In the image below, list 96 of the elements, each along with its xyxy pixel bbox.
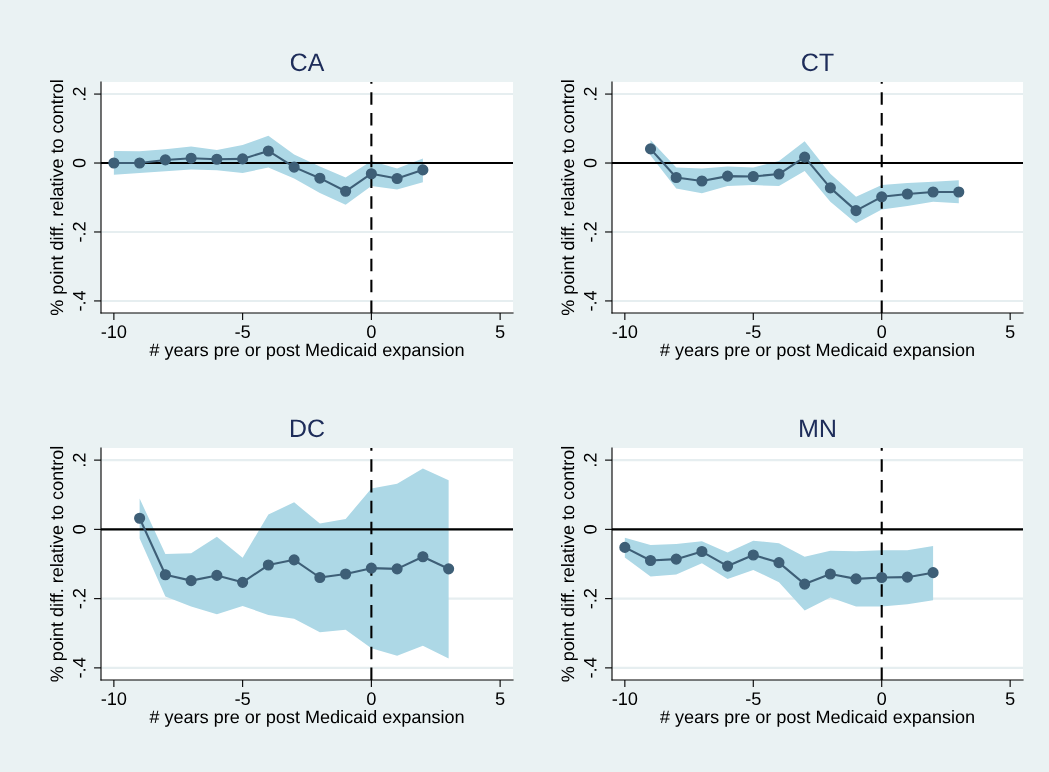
x-tick-label: -10 — [612, 325, 638, 339]
chart-title: CT — [802, 53, 834, 72]
point — [365, 168, 377, 180]
x-tick-label: 5 — [495, 325, 505, 339]
y-tick-label: -.2 — [583, 222, 597, 242]
point — [799, 578, 811, 590]
y-tick-label: -.2 — [72, 222, 86, 242]
x-tick-label: -10 — [101, 692, 127, 706]
y-tick-label: .2 — [583, 453, 597, 466]
y-axis-title: % point diff. relative to control — [49, 80, 67, 316]
x-tick-label: 0 — [367, 325, 376, 339]
point — [670, 171, 682, 184]
x-tick-label: -5 — [746, 692, 761, 706]
point — [824, 182, 836, 194]
y-tick-label: -.4 — [73, 290, 86, 311]
x-tick-label: 0 — [367, 692, 376, 706]
point — [696, 175, 708, 187]
point — [696, 545, 708, 558]
point — [365, 562, 377, 574]
y-tick-label: 0 — [583, 525, 597, 534]
x-tick-label: 5 — [495, 692, 505, 706]
point — [262, 559, 274, 571]
point — [722, 170, 734, 182]
point — [185, 575, 197, 587]
x-tick-label: 0 — [877, 692, 887, 706]
y-tick-label: -.4 — [73, 657, 86, 678]
y-tick-label: -.2 — [72, 589, 86, 609]
point — [901, 571, 913, 583]
point — [927, 567, 939, 579]
point — [644, 143, 657, 155]
point — [876, 191, 888, 203]
x-axis-title: # years pre or post Medicaid expansion — [660, 710, 974, 727]
x-tick-label: 5 — [1005, 325, 1015, 339]
y-axis-title: % point diff. relative to control — [49, 446, 67, 682]
x-tick-label: -5 — [235, 692, 250, 706]
point — [722, 560, 734, 572]
point — [850, 573, 862, 585]
point — [159, 569, 171, 581]
x-tick-label: -5 — [235, 325, 250, 339]
point — [901, 188, 913, 200]
point — [185, 152, 197, 164]
point — [340, 185, 352, 197]
x-tick-label: -10 — [101, 325, 127, 339]
point — [262, 145, 274, 157]
x-tick-label: 5 — [1005, 692, 1015, 706]
point — [159, 154, 171, 166]
point — [134, 157, 146, 169]
x-tick-label: -10 — [612, 692, 638, 706]
y-tick-label: -.2 — [583, 589, 597, 609]
point — [211, 569, 223, 581]
y-tick-label: .2 — [583, 87, 597, 100]
chart-title: DC — [291, 419, 325, 438]
y-tick-label: -.4 — [584, 290, 597, 311]
chart-title: MN — [800, 419, 835, 437]
point — [953, 186, 965, 198]
point — [108, 157, 120, 169]
y-tick-label: 0 — [583, 158, 597, 168]
point — [237, 576, 249, 588]
y-tick-label: .2 — [72, 453, 86, 466]
point — [644, 554, 657, 567]
point — [314, 172, 326, 184]
point — [211, 153, 223, 165]
point — [391, 172, 403, 185]
y-tick-label: 0 — [72, 525, 86, 534]
y-tick-label: 0 — [72, 158, 86, 168]
point — [417, 164, 429, 176]
point — [747, 170, 759, 183]
point — [391, 563, 403, 575]
x-tick-label: -5 — [746, 325, 761, 339]
point — [237, 153, 249, 165]
x-axis-title: # years pre or post Medicaid expansion — [149, 710, 464, 727]
point — [619, 541, 631, 553]
x-tick-label: 0 — [877, 325, 887, 339]
point — [876, 571, 888, 584]
x-axis-title: # years pre or post Medicaid expansion — [660, 343, 974, 360]
chart-title: CA — [290, 53, 325, 72]
point — [670, 553, 682, 565]
point — [314, 571, 326, 584]
y-tick-label: -.4 — [584, 657, 597, 678]
point — [773, 557, 785, 569]
point — [417, 551, 429, 563]
y-tick-label: .2 — [72, 87, 86, 100]
point — [850, 205, 862, 217]
y-axis-title: % point diff. relative to control — [560, 446, 578, 682]
point — [747, 549, 759, 561]
point — [134, 512, 146, 524]
point — [824, 568, 836, 580]
point — [927, 186, 939, 198]
point — [799, 151, 811, 163]
point — [288, 554, 300, 566]
point — [443, 563, 455, 575]
point — [340, 568, 352, 580]
point — [288, 161, 300, 173]
y-axis-title: % point diff. relative to control — [560, 80, 578, 316]
point — [773, 168, 785, 180]
x-axis-title: # years pre or post Medicaid expansion — [149, 343, 464, 360]
